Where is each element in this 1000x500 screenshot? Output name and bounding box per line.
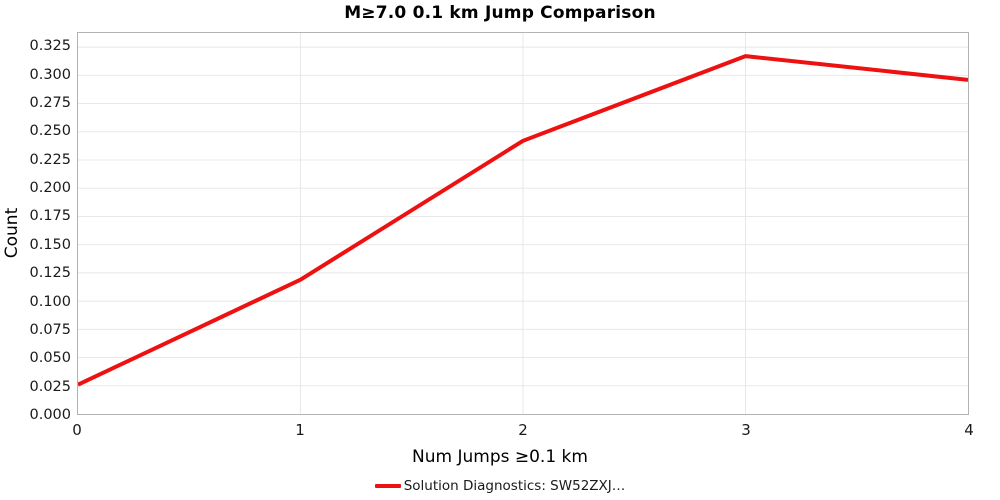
y-tick-label: 0.075 xyxy=(29,321,71,338)
chart-legend: Solution Diagnostics: SW52ZXJ… xyxy=(0,478,1000,494)
legend-entry[interactable]: Solution Diagnostics: SW52ZXJ… xyxy=(374,478,626,494)
y-tick-label: 0.150 xyxy=(29,236,71,253)
x-tick-label: 2 xyxy=(518,421,528,439)
x-axis-title: Num Jumps ≥0.1 km xyxy=(412,447,588,467)
series-line-0 xyxy=(78,56,968,385)
y-tick-label: 0.200 xyxy=(29,180,71,197)
chart-title: M≥7.0 0.1 km Jump Comparison xyxy=(344,3,656,23)
y-tick-label: 0.000 xyxy=(29,407,71,423)
y-tick-label: 0.100 xyxy=(29,293,71,310)
y-tick-label: 0.050 xyxy=(29,350,71,367)
x-tick-label: 0 xyxy=(72,421,82,439)
plot-area xyxy=(77,32,969,415)
y-tick-label: 0.250 xyxy=(29,123,71,140)
y-tick-label: 0.325 xyxy=(29,38,71,55)
y-tick-label: 0.025 xyxy=(29,378,71,395)
x-tick-label: 4 xyxy=(964,421,974,439)
y-tick-label: 0.125 xyxy=(29,265,71,282)
legend-line-swatch-icon xyxy=(374,484,401,488)
y-tick-label: 0.225 xyxy=(29,151,71,168)
y-tick-label: 0.300 xyxy=(29,66,71,83)
gridlines xyxy=(78,33,968,414)
data-series-line xyxy=(78,33,968,414)
x-tick-label: 3 xyxy=(741,421,751,439)
x-tick-label: 1 xyxy=(295,421,305,439)
y-tick-label: 0.275 xyxy=(29,94,71,111)
y-tick-label: 0.175 xyxy=(29,208,71,225)
y-axis-title: Count xyxy=(2,207,22,259)
legend-label: Solution Diagnostics: SW52ZXJ… xyxy=(403,478,626,494)
